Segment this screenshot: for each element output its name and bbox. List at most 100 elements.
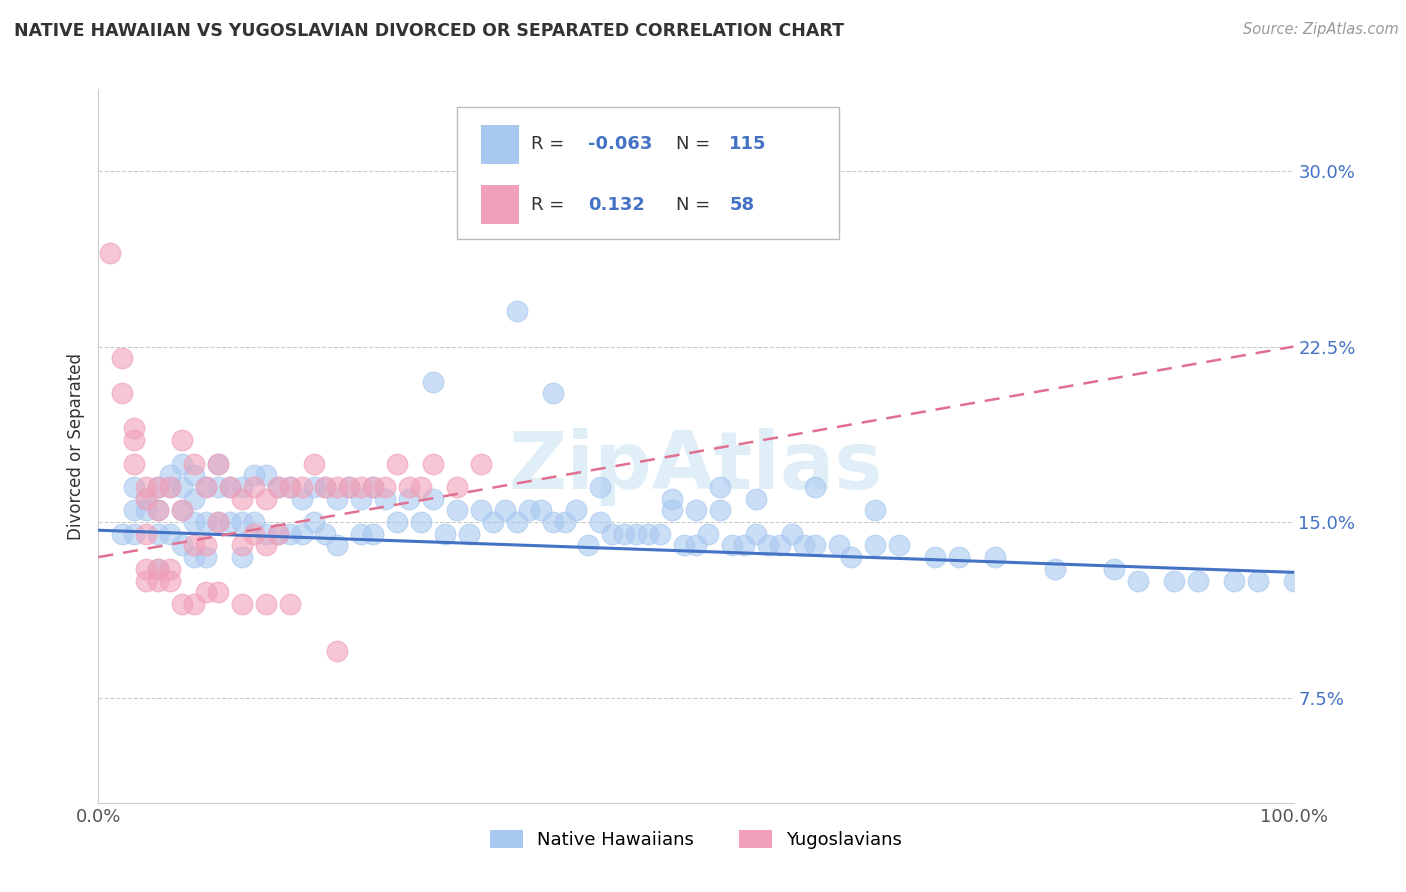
Point xyxy=(1163,574,1185,588)
Point xyxy=(745,526,768,541)
Point xyxy=(231,538,253,552)
Point xyxy=(828,538,851,552)
Point xyxy=(565,503,588,517)
Point xyxy=(183,597,205,611)
Point xyxy=(183,468,205,483)
Point xyxy=(685,503,707,517)
Text: 115: 115 xyxy=(730,136,766,153)
Point xyxy=(267,480,290,494)
Point xyxy=(159,480,181,494)
Point xyxy=(254,526,277,541)
Point xyxy=(506,515,529,529)
Point xyxy=(207,515,229,529)
Point xyxy=(207,457,229,471)
Point xyxy=(470,503,492,517)
Point xyxy=(745,491,768,506)
Point xyxy=(411,480,433,494)
Point xyxy=(385,457,409,471)
Text: -0.063: -0.063 xyxy=(589,136,652,153)
Point xyxy=(195,538,218,552)
Point xyxy=(374,480,396,494)
Point xyxy=(756,538,779,552)
Point xyxy=(984,550,1007,565)
Point xyxy=(135,574,157,588)
Point xyxy=(589,480,612,494)
Point xyxy=(422,375,444,389)
Point xyxy=(148,503,170,517)
Point xyxy=(195,515,218,529)
Point xyxy=(470,457,492,471)
Point xyxy=(243,526,266,541)
Point xyxy=(267,480,290,494)
Point xyxy=(530,503,553,517)
Point xyxy=(793,538,815,552)
Point xyxy=(172,457,194,471)
Point xyxy=(148,526,170,541)
Point xyxy=(124,503,146,517)
Point xyxy=(231,597,253,611)
Point xyxy=(267,526,290,541)
Point xyxy=(326,480,349,494)
Point xyxy=(602,526,624,541)
Point xyxy=(231,515,253,529)
Point xyxy=(339,480,361,494)
FancyBboxPatch shape xyxy=(457,107,839,239)
Point xyxy=(350,480,373,494)
Point xyxy=(578,538,600,552)
Point xyxy=(637,526,659,541)
Point xyxy=(195,550,218,565)
Point xyxy=(804,538,827,552)
Point xyxy=(207,515,229,529)
Text: NATIVE HAWAIIAN VS YUGOSLAVIAN DIVORCED OR SEPARATED CORRELATION CHART: NATIVE HAWAIIAN VS YUGOSLAVIAN DIVORCED … xyxy=(14,22,844,40)
FancyBboxPatch shape xyxy=(481,125,519,164)
Point xyxy=(135,480,157,494)
Point xyxy=(172,597,194,611)
Point xyxy=(254,597,277,611)
Text: R =: R = xyxy=(531,136,569,153)
Point xyxy=(254,538,277,552)
Point xyxy=(148,562,170,576)
Text: 58: 58 xyxy=(730,196,755,214)
Point xyxy=(339,480,361,494)
Point xyxy=(278,480,301,494)
Text: Source: ZipAtlas.com: Source: ZipAtlas.com xyxy=(1243,22,1399,37)
Point xyxy=(517,503,540,517)
Point xyxy=(721,538,744,552)
Point xyxy=(195,585,218,599)
Point xyxy=(1043,562,1066,576)
Point xyxy=(1282,574,1305,588)
Point xyxy=(148,562,170,576)
Point xyxy=(458,526,481,541)
Point xyxy=(315,480,337,494)
Point xyxy=(889,538,911,552)
Point xyxy=(183,515,205,529)
Point xyxy=(541,515,564,529)
Point xyxy=(326,644,349,658)
Point xyxy=(219,480,242,494)
Point xyxy=(554,515,576,529)
Point xyxy=(434,526,457,541)
Point xyxy=(207,457,229,471)
Point xyxy=(267,526,290,541)
Point xyxy=(422,457,444,471)
Point xyxy=(709,503,731,517)
Point xyxy=(219,515,242,529)
Point xyxy=(172,503,194,517)
Point xyxy=(363,480,385,494)
Point xyxy=(172,503,194,517)
Point xyxy=(124,457,146,471)
Point xyxy=(124,480,146,494)
Y-axis label: Divorced or Separated: Divorced or Separated xyxy=(66,352,84,540)
Point xyxy=(172,538,194,552)
Point xyxy=(733,538,755,552)
Point xyxy=(398,480,420,494)
Point xyxy=(1128,574,1150,588)
Point xyxy=(398,491,420,506)
Point xyxy=(865,538,887,552)
Point xyxy=(172,480,194,494)
Point xyxy=(111,386,134,401)
Point xyxy=(124,526,146,541)
Point xyxy=(673,538,696,552)
Point xyxy=(195,480,218,494)
Point xyxy=(148,480,170,494)
